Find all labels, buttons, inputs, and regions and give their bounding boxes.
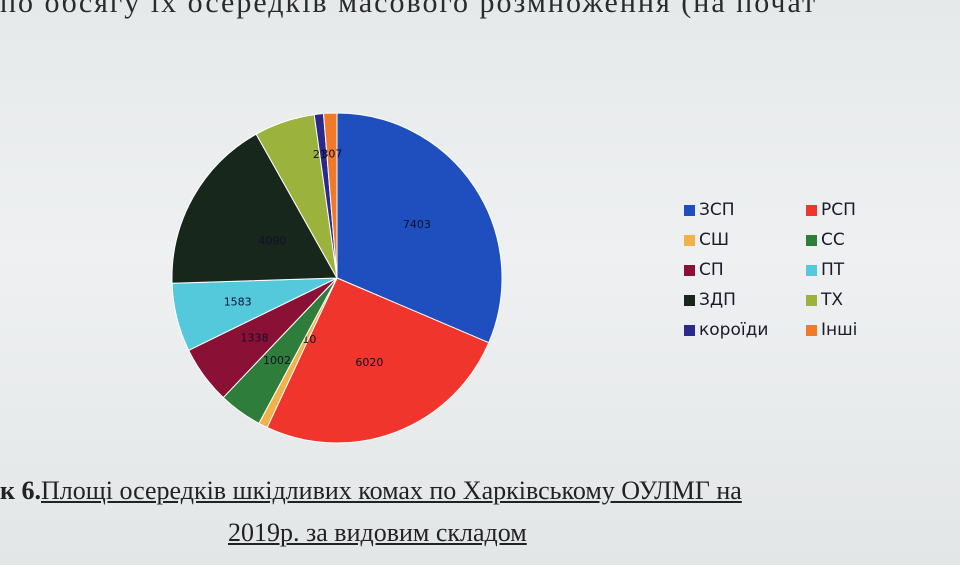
data-label-2: 6020 bbox=[355, 356, 383, 369]
legend-label-3: СШ bbox=[699, 230, 730, 250]
legend-label-1: ЗСП bbox=[699, 200, 735, 220]
data-label-1: 7403 bbox=[403, 218, 431, 231]
pie-slice-7 bbox=[171, 133, 338, 284]
data-label-5: 1338 bbox=[240, 331, 268, 344]
legend-swatch-10 bbox=[806, 324, 817, 336]
legend-swatch-7 bbox=[684, 294, 695, 306]
legend-item-5: СП bbox=[684, 260, 806, 280]
legend-swatch-4 bbox=[806, 234, 817, 246]
pie-slice-10 bbox=[322, 112, 338, 279]
page-top-text: по обсягу їх осередків масового розмноже… bbox=[0, 0, 818, 19]
legend-label-8: ТХ bbox=[821, 290, 844, 310]
legend-swatch-3 bbox=[684, 234, 695, 246]
data-label-6: 1583 bbox=[224, 296, 252, 309]
legend-swatch-8 bbox=[806, 294, 817, 306]
legend-swatch-6 bbox=[806, 264, 817, 276]
data-label-7: 4090 bbox=[258, 235, 286, 248]
legend-swatch-1 bbox=[684, 204, 695, 216]
caption-line-1: Площі осередків шкідливих комах по Харкі… bbox=[40, 476, 742, 505]
legend-item-3: СШ bbox=[684, 230, 806, 250]
pie-slice-1 bbox=[336, 112, 503, 344]
legend-swatch-9 bbox=[684, 324, 695, 336]
legend-item-10: Інші bbox=[806, 320, 906, 340]
chart-legend: ЗСП РСП СШ СС СП ПТ ЗДП ТХ короїди Інші bbox=[684, 200, 914, 340]
legend-item-6: ПТ bbox=[806, 260, 906, 280]
legend-label-5: СП bbox=[699, 260, 724, 280]
legend-item-9: короїди bbox=[684, 320, 806, 340]
legend-label-10: Інші bbox=[821, 320, 858, 340]
legend-label-2: РСП bbox=[821, 200, 856, 220]
data-label-10: 307 bbox=[321, 147, 342, 160]
caption-line-2: 2019р. за видовим складом bbox=[228, 518, 527, 547]
legend-swatch-2 bbox=[806, 204, 817, 216]
legend-item-1: ЗСП bbox=[684, 200, 806, 220]
legend-label-7: ЗДП bbox=[699, 290, 736, 310]
legend-label-4: СС bbox=[821, 230, 845, 250]
legend-swatch-5 bbox=[684, 264, 695, 276]
legend-label-6: ПТ bbox=[821, 260, 845, 280]
pie-slice-2 bbox=[266, 277, 490, 444]
data-label-4: 1002 bbox=[263, 354, 291, 367]
legend-label-9: короїди bbox=[699, 320, 769, 340]
legend-item-7: ЗДП bbox=[684, 290, 806, 310]
caption-prefix: к 6. bbox=[0, 476, 41, 505]
legend-item-4: СС bbox=[806, 230, 906, 250]
legend-item-8: ТХ bbox=[806, 290, 906, 310]
legend-item-2: РСП bbox=[806, 200, 906, 220]
